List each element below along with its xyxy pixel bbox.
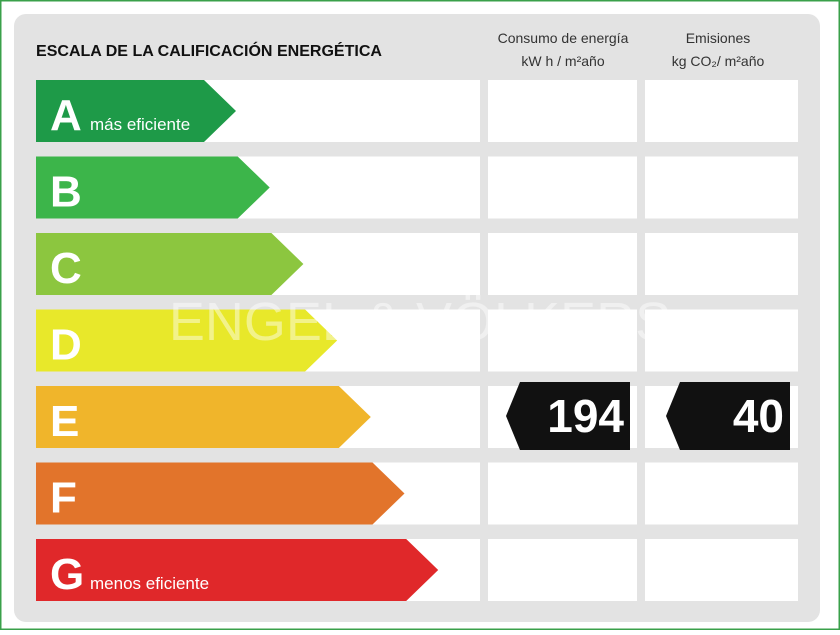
column-unit: kg CO₂/ m²año bbox=[672, 53, 765, 69]
consumption-badge bbox=[506, 382, 630, 450]
emissions-cell bbox=[645, 539, 798, 601]
emissions-cell bbox=[645, 80, 798, 142]
rating-arrow bbox=[36, 386, 371, 448]
title: ESCALA DE LA CALIFICACIÓN ENERGÉTICA bbox=[36, 41, 382, 60]
watermark: ENGEL & VÖLKERS bbox=[169, 292, 671, 352]
emissions-cell bbox=[645, 462, 798, 525]
consumption-value: 194 bbox=[547, 390, 624, 442]
rating-arrow bbox=[36, 539, 439, 601]
consumption-cell bbox=[488, 233, 637, 295]
consumption-cell bbox=[488, 156, 637, 219]
emissions-value: 40 bbox=[733, 390, 784, 442]
consumption-cell bbox=[488, 462, 637, 525]
rating-arrow bbox=[36, 156, 270, 219]
rating-arrow bbox=[36, 462, 405, 525]
rating-letter: F bbox=[50, 474, 77, 523]
rating-arrow bbox=[36, 80, 236, 142]
consumption-cell bbox=[488, 80, 637, 142]
rating-note: más eficiente bbox=[90, 115, 190, 134]
rating-letter: G bbox=[50, 550, 84, 599]
consumption-cell bbox=[488, 539, 637, 601]
rating-letter: C bbox=[50, 244, 82, 293]
rating-note: menos eficiente bbox=[90, 574, 209, 593]
rating-letter: A bbox=[50, 91, 82, 140]
emissions-cell bbox=[645, 233, 798, 295]
emissions-cell bbox=[645, 156, 798, 219]
rating-letter: E bbox=[50, 397, 79, 446]
emissions-badge bbox=[666, 382, 790, 450]
rating-letter: D bbox=[50, 321, 82, 370]
column-header: Emisiones bbox=[686, 30, 751, 46]
column-header: Consumo de energía bbox=[498, 30, 629, 46]
rating-letter: B bbox=[50, 168, 82, 217]
rating-arrow bbox=[36, 233, 304, 295]
rating-arrow bbox=[36, 309, 338, 372]
column-unit: kW h / m²año bbox=[521, 53, 604, 69]
emissions-cell bbox=[645, 309, 798, 372]
consumption-cell bbox=[488, 309, 637, 372]
